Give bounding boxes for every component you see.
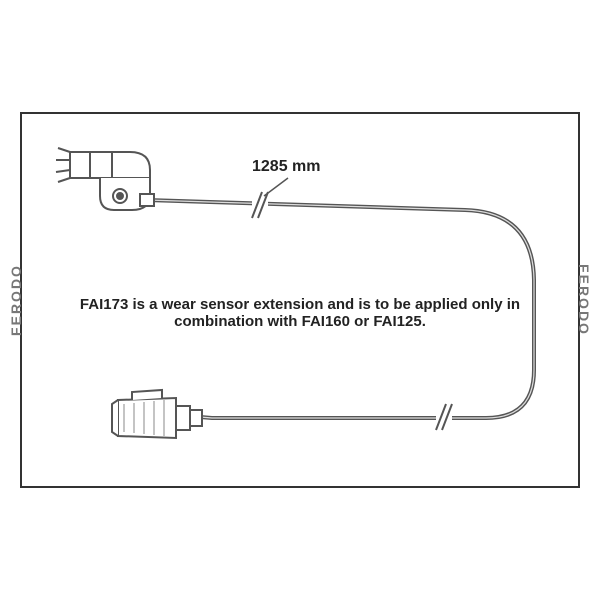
cable-path-inner xyxy=(147,200,534,418)
dimension-leader xyxy=(264,178,288,196)
connector-plug xyxy=(112,390,202,438)
wiring-diagram xyxy=(0,0,600,600)
break-mark-top xyxy=(252,192,268,218)
cable-path-outer xyxy=(147,200,534,418)
sensor-clip xyxy=(56,148,154,210)
break-mark-bottom xyxy=(436,404,452,430)
